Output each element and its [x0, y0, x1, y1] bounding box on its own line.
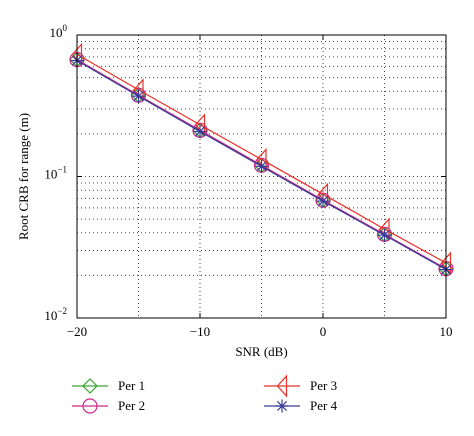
y-tick-label: 10−2 [44, 306, 67, 323]
data-point [316, 194, 330, 208]
asterisk-stroke [379, 230, 390, 241]
legend-label: Per 3 [310, 378, 337, 393]
axis-ticks: −20 −10 0 10 100 10−1 10−2 [44, 23, 452, 339]
asterisk-stroke [133, 91, 144, 102]
y-tick-label: 100 [50, 23, 68, 40]
legend-label: Per 4 [310, 398, 338, 413]
legend-item-3: Per 3 [264, 374, 337, 398]
series-4 [70, 54, 453, 277]
legend-marker [82, 378, 98, 394]
asterisk-stroke [194, 126, 206, 137]
y-tick-label: 10−1 [44, 165, 67, 182]
asterisk-stroke [317, 196, 329, 207]
legend-label: Per 2 [118, 398, 145, 413]
series-layer [69, 42, 454, 277]
legend-marker [276, 374, 288, 398]
x-tick-label: −10 [190, 324, 210, 339]
data-point [255, 159, 268, 173]
x-tick-label: −20 [67, 324, 87, 339]
legend: Per 1 Per 2 Per 3 Per 4 [72, 374, 338, 414]
legend-item-1: Per 1 [72, 378, 145, 394]
x-tick-label: 10 [440, 324, 453, 339]
legend-marker [82, 398, 98, 414]
legend-label: Per 1 [118, 378, 145, 393]
asterisk-stroke [256, 161, 267, 172]
data-point [132, 89, 145, 103]
x-axis-label: SNR (dB) [235, 344, 287, 359]
legend-marker [275, 399, 289, 413]
legend-item-2: Per 2 [72, 398, 145, 414]
x-tick-label: 0 [320, 324, 327, 339]
data-point [193, 124, 207, 138]
y-axis-label: Root CRB for range (m) [16, 113, 31, 240]
asterisk-stroke [276, 400, 288, 412]
legend-item-4: Per 4 [264, 398, 338, 413]
grid [77, 35, 446, 318]
data-point [378, 228, 391, 242]
